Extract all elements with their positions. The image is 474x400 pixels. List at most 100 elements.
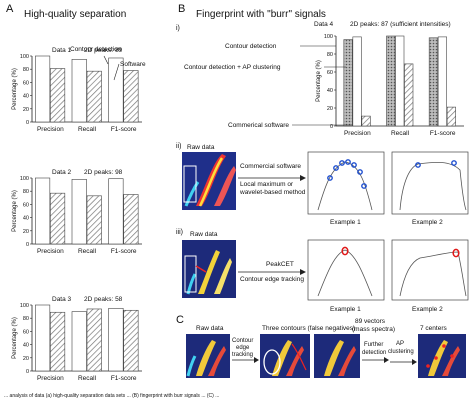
iii-example-1-label: Example 1: [330, 306, 361, 313]
bar: [71, 58, 87, 123]
panel-c-raw: Raw data: [196, 325, 224, 332]
iii-example-2-label: Example 2: [412, 306, 443, 313]
y-tick-label: 20: [23, 356, 29, 362]
x-tick-label: Recall: [78, 126, 97, 133]
y-tick-label: 80: [23, 67, 29, 73]
bar: [343, 39, 353, 127]
y-tick-label: 80: [23, 316, 29, 322]
y-tick-label: 100: [20, 54, 29, 60]
panel-c-vectors-1: 89 vectors: [355, 318, 386, 325]
bar: [71, 311, 87, 372]
x-tick-label: Recall: [391, 130, 410, 137]
y-axis-label: Percentage (%): [12, 190, 18, 232]
c-raw-heatmap: [186, 334, 230, 378]
chart-peaks-label: 2D peaks: 58: [84, 296, 123, 303]
bar: [50, 311, 66, 372]
bar: [123, 194, 139, 245]
y-tick-label: 40: [327, 88, 333, 94]
ii-example-1-label: Example 1: [330, 219, 361, 226]
y-tick-label: 40: [23, 216, 29, 222]
panel-c-vectors-2: (mass spectra): [352, 326, 395, 333]
c-arrow-1-head: [254, 357, 259, 363]
y-axis-label: Percentage (%): [12, 68, 18, 110]
c-arrow-3-head: [412, 359, 417, 365]
bar: [50, 68, 66, 123]
panel-b-sub-iii: iii): [176, 229, 183, 236]
bar: [86, 195, 102, 245]
ii-raw-heatmap: [182, 152, 236, 210]
chart-data-2: 0 20 40 60 80 100 Percentage (%) Precision Recal…: [12, 169, 142, 255]
bar: [35, 177, 51, 245]
bar: [437, 36, 447, 127]
bar: [123, 309, 139, 372]
y-tick-label: 60: [23, 329, 29, 335]
x-tick-label: Recall: [78, 248, 97, 255]
c-centers-image: [418, 334, 466, 378]
bar: [386, 35, 396, 127]
c-step2-a: Further: [364, 342, 383, 348]
y-tick-label: 60: [23, 80, 29, 86]
y-tick-label: 60: [23, 202, 29, 208]
legend-b-ap: Contour detection + AP clustering: [184, 64, 281, 71]
c-three-contours-image: [260, 334, 310, 378]
data4-label: Data 4: [314, 21, 334, 28]
chart-peaks-label: 2D peaks: 89: [84, 47, 123, 54]
c-step1-a: Contour: [232, 338, 253, 344]
legend-software: Software: [120, 61, 146, 68]
panel-b-sub-ii: ii): [176, 143, 181, 150]
x-tick-label: Precision: [37, 248, 64, 255]
iii-example-1: [307, 239, 385, 301]
bar: [395, 35, 405, 127]
y-tick-label: 100: [20, 176, 29, 182]
y-tick-label: 40: [23, 343, 29, 349]
ii-example-1: [307, 151, 385, 215]
chart-data-4: 0 20 40 60 80 100 Percentage (%) Precision Recal…: [316, 34, 464, 137]
y-tick-label: 80: [327, 52, 333, 58]
x-tick-label: Precision: [37, 126, 64, 133]
bar: [108, 307, 124, 372]
c-step3-b: clustering: [388, 349, 414, 355]
bar: [86, 70, 102, 123]
y-tick-label: 80: [23, 189, 29, 195]
c-step1-b: edge: [236, 345, 250, 351]
figure-caption: ... analysis of data (a) high-quality se…: [4, 393, 219, 399]
c-arrow-2-head: [384, 357, 389, 363]
y-tick-label: 100: [324, 34, 333, 40]
chart-peaks-label: 2D peaks: 98: [84, 169, 123, 176]
panel-a-letter: A: [6, 3, 14, 15]
legend-b-commercial: Commerical software: [228, 122, 289, 129]
panel-c-centers: 7 centers: [420, 325, 447, 332]
ii-example-2: [391, 151, 469, 215]
chart-data-title: Data 3: [52, 296, 72, 303]
x-tick-label: F1-score: [111, 375, 137, 382]
x-tick-label: F1-score: [111, 248, 137, 255]
y-tick-label: 20: [23, 107, 29, 113]
y-tick-label: 20: [23, 229, 29, 235]
bar: [71, 179, 87, 245]
x-tick-label: Recall: [78, 375, 97, 382]
chart-data-title: Data 1: [52, 47, 72, 54]
bar: [404, 63, 414, 127]
panel-c-three-contours: Three contours (false negatives): [262, 325, 355, 332]
iii-example-2: [391, 239, 469, 301]
legend-contour-leader: [103, 55, 109, 65]
c-contour-image-2: [314, 334, 360, 378]
y-tick-label: 60: [327, 70, 333, 76]
iii-raw-heatmap: [182, 240, 236, 298]
iii-method-contour: Contour edge tracking: [240, 276, 304, 283]
y-tick-label: 100: [20, 303, 29, 309]
ii-raw-data: Raw data: [187, 144, 215, 151]
bar: [50, 192, 66, 245]
iii-arrow-head: [300, 269, 306, 275]
chart-data-title: Data 2: [52, 169, 72, 176]
y-tick-label: 0: [26, 369, 29, 375]
bar: [108, 178, 124, 245]
y-axis-label: Percentage (%): [316, 60, 322, 102]
bar: [352, 36, 362, 127]
y-tick-label: 0: [26, 242, 29, 248]
panel-b-title: Fingerprint with "burr" signals: [196, 9, 326, 20]
ii-method-local-max: Local maximum or: [240, 181, 294, 188]
bar: [86, 308, 102, 372]
panel-a-title: High-quality separation: [24, 9, 126, 20]
chart-data-1: 0 20 40 60 80 100 Percentage (%) Precision Recal…: [12, 47, 142, 133]
